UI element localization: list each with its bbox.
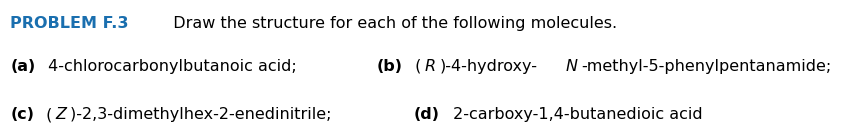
Text: 2-carboxy-1,4-butanedioic acid: 2-carboxy-1,4-butanedioic acid [448, 107, 702, 122]
Text: Draw the structure for each of the following molecules.: Draw the structure for each of the follo… [163, 16, 618, 31]
Text: PROBLEM F.3: PROBLEM F.3 [10, 16, 129, 31]
Text: -methyl-5-phenylpentanamide;: -methyl-5-phenylpentanamide; [581, 59, 832, 74]
Text: (b): (b) [376, 59, 403, 74]
Text: (d): (d) [414, 107, 440, 122]
Text: Z: Z [56, 107, 67, 122]
Text: 4-chlorocarbonylbutanoic acid;: 4-chlorocarbonylbutanoic acid; [43, 59, 302, 74]
Text: )-2,3-dimethylhex-2-enedinitrile;: )-2,3-dimethylhex-2-enedinitrile; [70, 107, 337, 122]
Text: (: ( [410, 59, 421, 74]
Text: )-4-hydroxy-: )-4-hydroxy- [439, 59, 537, 74]
Text: N: N [566, 59, 578, 74]
Text: R: R [425, 59, 437, 74]
Text: (c): (c) [10, 107, 34, 122]
Text: (: ( [41, 107, 52, 122]
Text: (a): (a) [10, 59, 36, 74]
